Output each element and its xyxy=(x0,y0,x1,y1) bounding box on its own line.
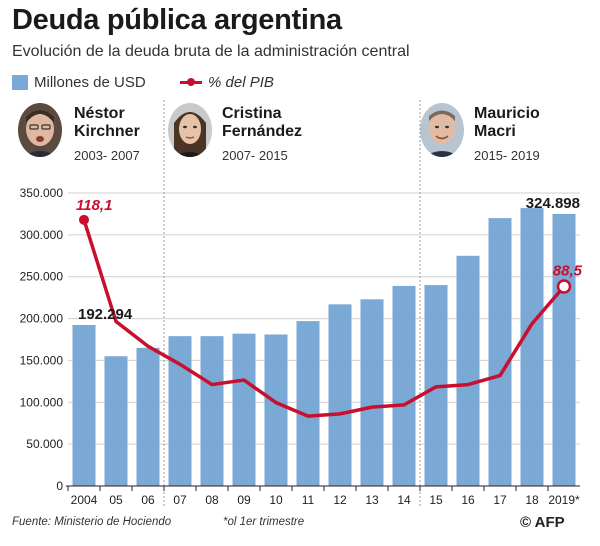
footnote: *ol 1er trimestre xyxy=(223,516,305,528)
x-tick-label: 2019* xyxy=(548,493,580,507)
x-tick-label: 2004 xyxy=(71,493,98,507)
bar xyxy=(264,334,288,486)
bar xyxy=(168,336,192,486)
y-tick-label: 0 xyxy=(56,479,63,493)
y-tick-label: 150.000 xyxy=(20,353,64,367)
bar xyxy=(552,214,576,486)
label-first-line: 118,1 xyxy=(76,197,112,214)
x-tick-label: 12 xyxy=(333,493,347,507)
bar-series xyxy=(72,208,576,486)
y-tick-label: 300.000 xyxy=(20,228,64,242)
president-last-name: Fernández xyxy=(222,123,303,140)
legend-line-label: % del PIB xyxy=(208,73,274,91)
axes: 0 50.000 100.000 150.000 200.000 250.000 300.0… xyxy=(20,186,580,507)
y-tick-label: 50.000 xyxy=(26,437,63,451)
x-tick-label: 09 xyxy=(237,493,251,507)
label-last-bar: 324.898 xyxy=(526,195,580,212)
bar xyxy=(328,304,352,486)
bar xyxy=(392,285,416,486)
x-tick-label: 06 xyxy=(141,493,155,507)
x-tick-label: 07 xyxy=(173,493,187,507)
bar xyxy=(520,208,544,486)
line-point-end xyxy=(556,279,572,294)
chart-subtitle: Evolución de la deuda bruta de la admini… xyxy=(12,43,410,60)
legend-bars: Millones de USD xyxy=(12,72,146,92)
x-tick-label: 14 xyxy=(397,493,411,507)
line-point-start xyxy=(79,214,89,225)
president-years: 2015- 2019 xyxy=(474,148,540,163)
president-years: 2003- 2007 xyxy=(74,148,140,163)
bar xyxy=(296,321,320,486)
bar xyxy=(456,255,480,486)
president-first-name: Mauricio xyxy=(474,105,540,122)
president-name: Néstor Kirchner xyxy=(74,105,140,141)
x-tick-label: 18 xyxy=(525,493,539,507)
gdp-line xyxy=(82,219,566,418)
x-tick-label: 13 xyxy=(365,493,379,507)
bar xyxy=(72,325,96,486)
president-first-name: Néstor xyxy=(74,105,125,122)
source-note: Fuente: Ministerio de Hociendo xyxy=(12,516,172,528)
x-tick-label: 08 xyxy=(205,493,219,507)
legend-line: % del PIB xyxy=(180,72,274,92)
president-first-name: Cristina xyxy=(222,105,282,122)
president-last-name: Kirchner xyxy=(74,123,140,140)
y-tick-label: 250.000 xyxy=(20,270,64,284)
y-tick-label: 200.000 xyxy=(20,312,64,326)
afp-credit: © AFP xyxy=(520,514,565,531)
x-tick-label: 17 xyxy=(493,493,507,507)
x-tick-label: 15 xyxy=(429,493,443,507)
x-tick-label: 11 xyxy=(302,493,315,507)
x-tick-label: 10 xyxy=(269,493,283,507)
label-last-line: 88,5 xyxy=(553,263,583,280)
president-last-name: Macri xyxy=(474,123,516,140)
line-series xyxy=(79,214,572,418)
bar xyxy=(360,299,384,486)
avatar xyxy=(420,103,464,157)
data-labels: 192.294 324.898 118,1 88,5 xyxy=(76,195,583,323)
era-dividers xyxy=(163,100,421,508)
bar xyxy=(200,336,224,486)
chart-title: Deuda pública argentina xyxy=(12,4,342,36)
president-name: Cristina Fernández xyxy=(222,105,302,141)
bar xyxy=(488,218,512,486)
label-first-bar: 192.294 xyxy=(78,306,133,323)
bar xyxy=(136,347,160,486)
legend-bars-label: Millones de USD xyxy=(34,73,146,91)
bar xyxy=(104,356,128,486)
bar-swatch-icon xyxy=(12,74,28,90)
avatar xyxy=(18,103,62,157)
line-marker-icon xyxy=(180,76,202,88)
president-name: Mauricio Macri xyxy=(474,105,540,141)
y-tick-label: 100.000 xyxy=(20,395,64,409)
y-tick-label: 350.000 xyxy=(20,186,64,200)
x-tick-label: 05 xyxy=(109,493,123,507)
x-tick-label: 16 xyxy=(461,493,475,507)
bar xyxy=(232,333,256,486)
president-years: 2007- 2015 xyxy=(222,148,288,163)
